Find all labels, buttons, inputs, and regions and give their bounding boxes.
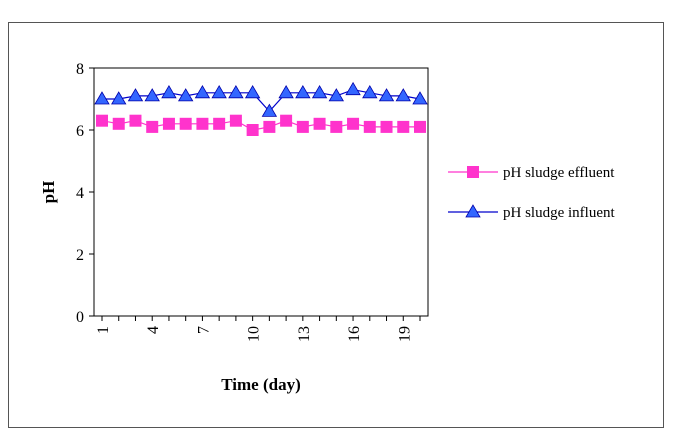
series-layer [94, 81, 428, 136]
y-axis: 0 2 4 6 8 [76, 61, 94, 326]
data-point [112, 117, 125, 130]
data-point [414, 120, 426, 133]
data-point [296, 120, 309, 133]
data-point [96, 114, 108, 127]
data-point [395, 88, 411, 102]
data-point [179, 117, 192, 130]
x-tick-label: 7 [195, 326, 212, 334]
data-point [347, 117, 360, 130]
data-point [144, 88, 160, 102]
data-point [362, 85, 378, 99]
data-point [213, 117, 226, 130]
x-axis: 1 4 7 10 13 16 19 [95, 316, 421, 342]
x-axis-label: Time (day) [221, 375, 301, 394]
x-tick-label: 19 [396, 326, 413, 342]
data-point [111, 91, 127, 105]
y-tick-label: 4 [76, 185, 84, 202]
plot-border [93, 67, 429, 317]
y-tick-label: 8 [76, 61, 84, 78]
x-tick-label: 10 [246, 326, 263, 342]
legend-label: pH sludge influent [503, 205, 615, 221]
data-point [162, 117, 175, 130]
legend-marker [465, 204, 481, 218]
data-point [229, 114, 242, 127]
legend: pH sludge effluent pH sludge influent [448, 165, 615, 221]
data-point [129, 114, 142, 127]
y-tick-label: 0 [76, 309, 84, 326]
data-point [295, 85, 311, 99]
data-point [146, 120, 159, 133]
series-1 [96, 114, 426, 136]
data-point [328, 88, 345, 102]
data-point [363, 120, 376, 133]
data-point [244, 85, 261, 99]
data-point [313, 117, 326, 130]
x-tick-label: 4 [145, 326, 162, 334]
data-point [345, 81, 361, 96]
data-point [378, 88, 395, 102]
data-point [263, 120, 276, 133]
data-point [177, 88, 194, 102]
data-point [194, 85, 211, 99]
data-point [380, 120, 393, 133]
data-point [278, 85, 294, 99]
data-point [246, 124, 259, 136]
data-point [412, 91, 428, 105]
y-axis-label: pH [39, 181, 58, 204]
legend-marker [467, 166, 479, 178]
x-tick-label: 13 [296, 326, 313, 342]
data-point [161, 85, 177, 99]
data-point [127, 88, 144, 102]
data-point [211, 85, 227, 99]
data-point [228, 85, 244, 99]
data-point [311, 85, 328, 99]
plot-area [93, 67, 429, 317]
data-point [397, 120, 410, 133]
y-tick-label: 2 [76, 247, 84, 264]
data-point [261, 103, 278, 117]
x-tick-label: 1 [95, 326, 112, 334]
data-point [196, 117, 209, 130]
x-tick-label: 16 [346, 326, 363, 342]
data-point [94, 91, 110, 105]
data-point [330, 120, 343, 133]
data-point [280, 114, 293, 127]
series-2 [94, 81, 428, 117]
y-tick-label: 6 [76, 123, 84, 140]
legend-label: pH sludge effluent [503, 165, 615, 181]
